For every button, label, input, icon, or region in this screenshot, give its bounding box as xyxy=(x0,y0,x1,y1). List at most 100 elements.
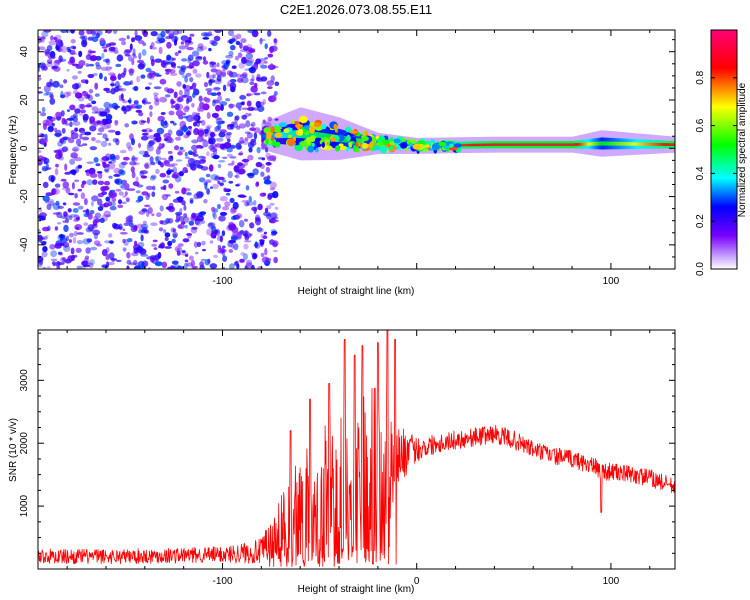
noise-blob xyxy=(45,192,54,197)
noise-blob xyxy=(100,140,108,148)
signal-core xyxy=(303,130,305,139)
noise-blob xyxy=(125,197,130,203)
signal-core xyxy=(569,143,571,146)
noise-blob xyxy=(214,143,223,148)
noise-blob xyxy=(38,64,41,69)
noise-blob xyxy=(183,262,188,269)
noise-blob xyxy=(50,258,58,262)
noise-blob xyxy=(264,122,272,128)
noise-blob xyxy=(188,36,192,42)
spectrogram-panel: -100 100 -40 -20 0 20 40 Height of straight li… xyxy=(8,29,676,297)
noise-blob xyxy=(232,201,239,210)
noise-blob xyxy=(237,140,246,144)
noise-blob xyxy=(239,258,245,263)
signal-blob xyxy=(273,126,283,130)
signal-core xyxy=(658,142,660,146)
signal-core xyxy=(531,143,533,146)
colorbar-label: Normalized spectral amplitude xyxy=(737,82,748,217)
signal-core xyxy=(468,143,470,147)
signal-core xyxy=(486,143,488,146)
noise-blob xyxy=(63,91,70,98)
noise-blob xyxy=(208,164,214,172)
noise-blob xyxy=(208,137,216,145)
noise-blob xyxy=(233,243,239,251)
signal-blob xyxy=(291,119,295,125)
signal-blob xyxy=(348,141,353,148)
signal-core xyxy=(558,143,560,146)
noise-blob xyxy=(136,184,144,188)
noise-blob xyxy=(95,139,102,144)
noise-blob xyxy=(177,65,181,69)
noise-blob xyxy=(112,159,117,163)
noise-blob xyxy=(189,77,194,83)
snr-axes: -100 0 100 1000 2000 3000 xyxy=(19,330,675,587)
noise-blob xyxy=(108,175,113,179)
signal-blob xyxy=(346,147,350,152)
noise-blob xyxy=(181,252,189,256)
noise-blob xyxy=(82,143,88,146)
signal-core xyxy=(357,138,359,144)
signal-blob xyxy=(355,142,359,147)
noise-blob xyxy=(126,265,130,269)
signal-core xyxy=(659,143,661,146)
signal-core xyxy=(482,143,484,147)
noise-blob xyxy=(245,53,254,60)
noise-blob xyxy=(245,46,254,55)
signal-blob xyxy=(315,147,319,153)
noise-blob xyxy=(149,129,153,133)
noise-blob xyxy=(128,222,134,228)
signal-core xyxy=(657,142,659,146)
noise-blob xyxy=(93,121,98,126)
noise-blob xyxy=(40,112,47,117)
noise-blob xyxy=(67,137,75,144)
noise-blob xyxy=(192,60,200,67)
signal-core xyxy=(503,143,505,146)
signal-blob xyxy=(334,146,340,152)
noise-blob xyxy=(92,229,101,236)
noise-blob xyxy=(93,157,99,163)
signal-core xyxy=(652,142,654,146)
noise-blob xyxy=(224,201,231,207)
signal-blob xyxy=(431,143,440,151)
noise-blob xyxy=(115,188,122,192)
noise-blob xyxy=(154,58,163,63)
noise-blob xyxy=(251,121,256,127)
signal-blob xyxy=(306,137,311,145)
noise-blob xyxy=(187,157,195,166)
noise-blob xyxy=(92,72,98,77)
noise-blob xyxy=(267,194,273,200)
noise-blob xyxy=(228,223,237,231)
figure-title: C2E1.2026.073.08.55.E11 xyxy=(280,2,432,17)
noise-blob xyxy=(111,197,117,202)
signal-core xyxy=(540,143,542,146)
noise-blob xyxy=(123,70,127,76)
signal-core xyxy=(620,141,622,146)
signal-core xyxy=(490,143,492,146)
noise-blob xyxy=(122,156,130,161)
signal-core xyxy=(662,143,664,146)
noise-blob xyxy=(125,216,132,222)
signal-core xyxy=(577,143,579,146)
noise-blob xyxy=(58,48,63,52)
noise-blob xyxy=(269,181,277,189)
signal-core xyxy=(545,143,547,146)
noise-blob xyxy=(41,251,48,258)
signal-core xyxy=(463,143,465,147)
signal-core xyxy=(497,143,499,146)
noise-blob xyxy=(62,220,66,223)
noise-blob xyxy=(167,266,171,269)
noise-blob xyxy=(97,206,104,212)
noise-blob xyxy=(116,259,122,263)
signal-core xyxy=(323,133,325,141)
noise-blob xyxy=(250,123,254,127)
signal-core xyxy=(519,143,521,146)
signal-core xyxy=(471,143,473,147)
noise-blob xyxy=(182,167,188,174)
y-tick-label: 0 xyxy=(19,145,30,151)
noise-blob xyxy=(96,30,103,36)
signal-core xyxy=(570,143,572,146)
noise-blob xyxy=(177,223,185,229)
noise-blob xyxy=(245,60,253,67)
noise-blob xyxy=(249,78,255,82)
noise-blob xyxy=(81,35,88,42)
